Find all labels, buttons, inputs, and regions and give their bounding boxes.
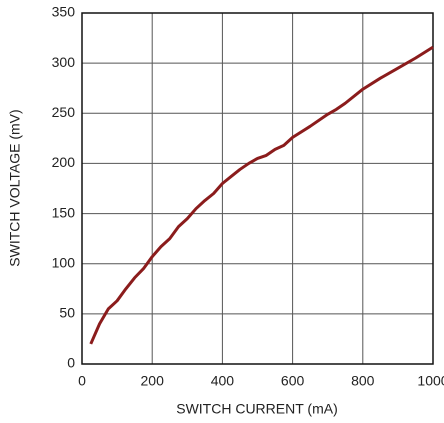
y-tick-label: 150 (52, 204, 76, 220)
y-tick-label: 50 (59, 305, 75, 321)
x-tick-label: 200 (141, 373, 165, 389)
y-tick-label: 0 (67, 355, 75, 371)
y-tick-label: 300 (52, 54, 76, 70)
x-tick-label: 0 (78, 373, 86, 389)
x-tick-label: 400 (211, 373, 235, 389)
x-tick-label: 1000 (417, 373, 444, 389)
x-tick-label: 600 (281, 373, 305, 389)
x-axis-label: SWITCH CURRENT (mA) (176, 401, 338, 417)
y-tick-label: 200 (52, 154, 76, 170)
y-axis-label: SWITCH VOLTAGE (mV) (7, 109, 23, 266)
y-tick-label: 350 (52, 4, 76, 20)
data-line (89, 45, 434, 345)
y-tick-label: 250 (52, 104, 76, 120)
x-tick-label: 800 (351, 373, 375, 389)
y-tick-label: 100 (52, 254, 76, 270)
plot-frame (81, 12, 434, 365)
